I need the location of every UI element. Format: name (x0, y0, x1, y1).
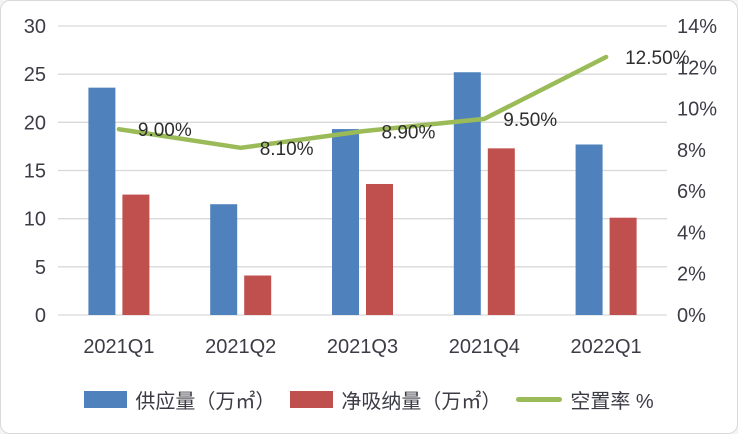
left-axis-tick-label: 15 (24, 161, 46, 183)
absorption-legend-label: 净吸纳量（万㎡） (341, 390, 502, 413)
right-axis-tick-label: 10% (677, 99, 717, 121)
right-axis-tick-label: 4% (677, 222, 706, 244)
bar-supply-2022Q1 (575, 144, 603, 315)
right-axis-tick-label: 6% (677, 181, 706, 203)
legend-item-supply: 供应量（万㎡） (84, 385, 275, 414)
left-axis-tick-label: 30 (24, 16, 46, 38)
bar-supply-2021Q4 (453, 72, 481, 316)
absorption-legend-swatch (290, 390, 334, 408)
bar-supply-2021Q3 (332, 129, 359, 315)
supply-legend-swatch (84, 390, 128, 408)
left-axis-tick-label: 10 (24, 209, 46, 231)
right-axis-tick-label: 8% (677, 140, 706, 162)
bar-supply-2021Q2 (210, 204, 238, 315)
right-axis-tick-label: 14% (677, 16, 717, 38)
vacancy-data-label: 8.10% (260, 139, 314, 160)
vacancy-rate-line (116, 54, 609, 151)
x-axis-label-2021Q1: 2021Q1 (83, 336, 154, 358)
vacancy-data-label: 8.90% (382, 122, 436, 143)
legend-item-vacancy: 空置率 % (516, 385, 654, 414)
bar-absorption-2022Q1 (609, 217, 637, 315)
right-axis-tick-label: 0% (677, 305, 706, 327)
bar-absorption-2021Q2 (244, 275, 272, 315)
vacancy-data-label: 9.50% (503, 110, 557, 131)
vacancy-legend-label: 空置率 % (570, 390, 654, 413)
left-axis-tick-label: 5 (35, 257, 46, 279)
left-axis-tick-label: 0 (35, 305, 46, 327)
x-axis-label-2021Q4: 2021Q4 (449, 336, 520, 358)
legend-item-absorption: 净吸纳量（万㎡） (290, 385, 501, 414)
vacancy-legend-line-swatch (516, 396, 563, 402)
right-axis-tick-label: 12% (677, 57, 717, 79)
x-axis-label-2021Q2: 2021Q2 (205, 336, 276, 358)
supply-legend-label: 供应量（万㎡） (135, 390, 276, 413)
bar-absorption-2021Q1 (122, 194, 150, 315)
vacancy-data-label: 12.50% (625, 48, 690, 69)
left-axis-tick-label: 25 (24, 64, 46, 86)
vacancy-data-label: 9.00% (138, 120, 192, 141)
bar-absorption-2021Q4 (487, 148, 515, 315)
left-axis-tick-label: 20 (24, 112, 46, 134)
bar-absorption-2021Q3 (366, 183, 393, 315)
x-axis-label-2022Q1: 2022Q1 (571, 336, 642, 358)
bar-supply-2021Q1 (88, 87, 116, 315)
chart-legend: 供应量（万㎡） 净吸纳量（万㎡） 空置率 % (1, 384, 737, 414)
x-axis-label-2021Q3: 2021Q3 (327, 336, 398, 358)
right-axis-tick-label: 2% (677, 264, 706, 286)
